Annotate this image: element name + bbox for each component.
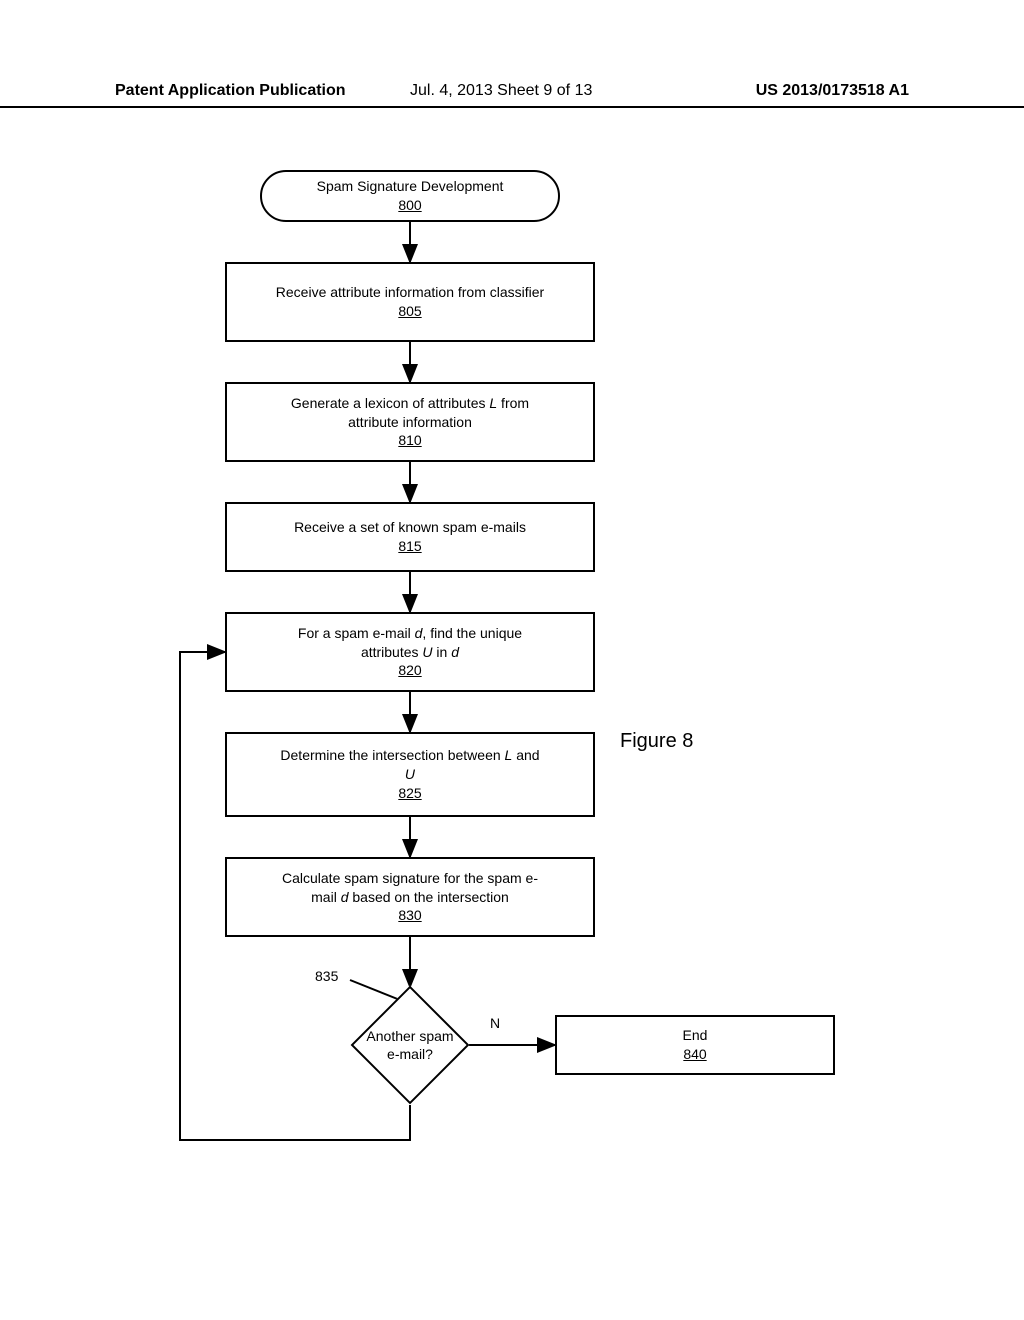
label-l835: 835 xyxy=(315,968,338,984)
node-n830: Calculate spam signature for the spam e-… xyxy=(225,857,595,937)
node-n820: For a spam e-mail d, find the uniqueattr… xyxy=(225,612,595,692)
decision-label: Another spame-mail? xyxy=(350,1003,470,1087)
label-lN: N xyxy=(490,1015,500,1031)
figure-caption: Figure 8 xyxy=(620,730,693,753)
node-n815: Receive a set of known spam e-mails815 xyxy=(225,502,595,572)
node-n825: Determine the intersection between L and… xyxy=(225,732,595,817)
node-n805: Receive attribute information from class… xyxy=(225,262,595,342)
node-n840: End840 xyxy=(555,1015,835,1075)
node-n800: Spam Signature Development800 xyxy=(260,170,560,222)
node-n810: Generate a lexicon of attributes L froma… xyxy=(225,382,595,462)
decision-n835d: Another spame-mail? xyxy=(368,1003,452,1087)
